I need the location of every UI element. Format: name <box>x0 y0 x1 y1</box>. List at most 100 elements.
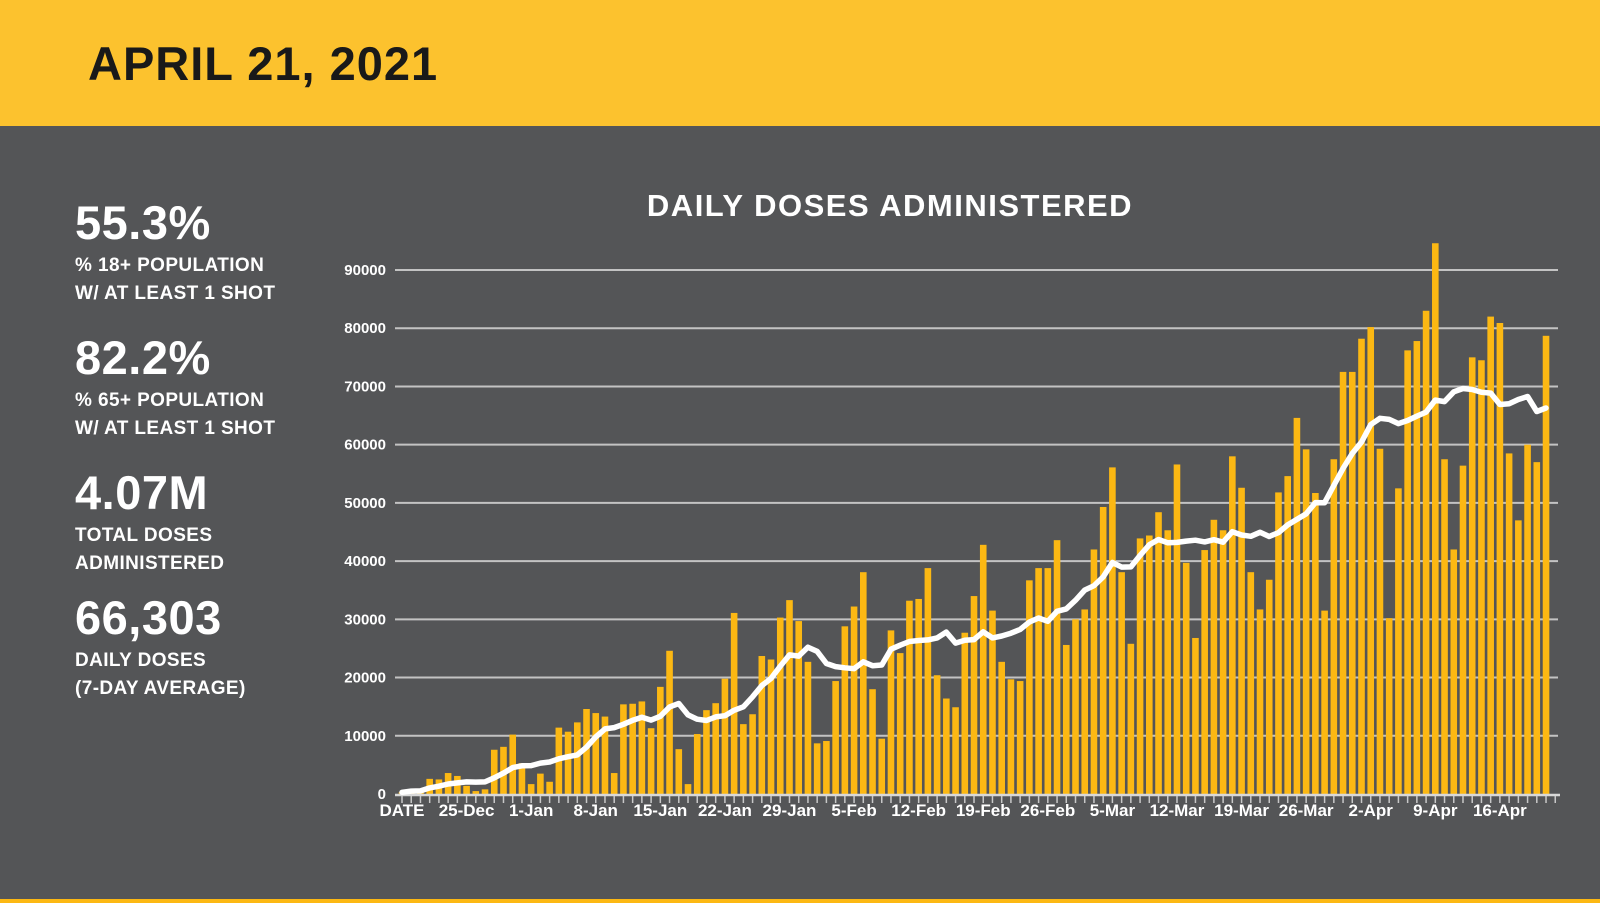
x-axis-tick-label: 12-Mar <box>1150 801 1205 820</box>
chart-bar <box>841 626 849 794</box>
chart-bar <box>979 544 987 794</box>
x-axis-tick-label: 25-Dec <box>439 801 495 820</box>
stat-label: % 18+ POPULATION W/ AT LEAST 1 SHOT <box>75 252 375 308</box>
chart-bar <box>740 724 747 794</box>
chart-bar <box>647 728 655 794</box>
chart-bar <box>1035 568 1042 794</box>
chart-bar <box>481 789 489 794</box>
chart-bar <box>592 713 600 794</box>
chart-bar <box>943 698 950 794</box>
chart-bar <box>730 612 738 794</box>
y-axis-tick-label: 20000 <box>344 670 386 687</box>
stat-value: 82.2% <box>75 331 211 384</box>
stat-18plus-population: 55.3% % 18+ POPULATION W/ AT LEAST 1 SHO… <box>75 199 375 308</box>
chart-bar <box>915 598 922 794</box>
chart-bar <box>1533 462 1541 794</box>
chart-bar <box>924 568 932 794</box>
chart-bar <box>463 785 470 794</box>
chart-bar <box>1441 459 1448 794</box>
chart-bar <box>537 773 544 794</box>
stat-label: TOTAL DOSES ADMINISTERED <box>75 522 375 578</box>
chart-bar <box>1395 488 1402 794</box>
y-axis-tick-label: 0 <box>378 786 386 803</box>
x-axis-tick-label: 9-Apr <box>1413 801 1458 820</box>
chart-bar <box>1081 609 1089 794</box>
chart-bar <box>693 734 701 794</box>
chart-bar <box>804 661 812 794</box>
seven-day-average-line <box>399 385 1549 796</box>
stat-label-line: % 18+ POPULATION <box>75 255 265 276</box>
chart-bar <box>1146 535 1153 794</box>
chart-bar <box>1542 335 1550 794</box>
chart-bar <box>813 743 821 794</box>
chart-bar <box>767 659 775 794</box>
chart-bar <box>1432 243 1439 795</box>
chart-bar <box>1210 519 1218 794</box>
chart-bar <box>1496 323 1504 794</box>
chart-bar <box>1312 493 1319 794</box>
chart-bar <box>1062 644 1070 794</box>
stat-value: 55.3% <box>75 196 211 249</box>
chart-bar <box>970 596 978 794</box>
x-axis-tick-label: 5-Mar <box>1090 801 1136 820</box>
stat-value: 66,303 <box>75 591 222 644</box>
chart-bar <box>1339 371 1347 794</box>
chart-bar <box>1099 506 1107 794</box>
stat-label-line: W/ AT LEAST 1 SHOT <box>75 283 276 304</box>
y-axis-tick-label: 30000 <box>344 611 386 628</box>
x-axis-tick-label: 22-Jan <box>698 801 752 820</box>
stat-label: % 65+ POPULATION W/ AT LEAST 1 SHOT <box>75 387 375 443</box>
chart-bar <box>703 710 710 794</box>
stat-label-line: % 65+ POPULATION <box>75 390 265 411</box>
chart-bar <box>1505 453 1513 794</box>
chart-bar <box>721 678 729 794</box>
chart-bar <box>776 617 784 794</box>
chart-bar <box>1192 637 1199 794</box>
chart-bar <box>1450 549 1458 794</box>
chart-bar <box>887 630 895 794</box>
chart-bar <box>1487 316 1494 794</box>
chart-bar <box>933 675 941 794</box>
chart-bar <box>1136 538 1144 794</box>
chart-bar <box>961 632 969 794</box>
chart-bar <box>1284 476 1291 794</box>
chart-bar <box>1293 417 1301 794</box>
chart-bar <box>1413 341 1421 794</box>
chart-bar <box>1155 512 1162 794</box>
chart-bar <box>832 681 839 794</box>
chart-bar <box>518 763 526 794</box>
stat-daily-doses-average: 66,303 DAILY DOSES (7-DAY AVERAGE) <box>75 594 375 703</box>
page-title: APRIL 21, 2021 <box>88 36 439 90</box>
chart-bar <box>1468 357 1476 794</box>
stat-label: DAILY DOSES (7-DAY AVERAGE) <box>75 647 375 703</box>
y-axis-tick-label: 90000 <box>344 262 386 279</box>
chart-bar <box>1173 464 1181 794</box>
chart-bar <box>583 708 590 794</box>
chart-bar <box>1026 580 1033 794</box>
chart-bar <box>1053 540 1061 794</box>
chart-bar <box>1127 643 1135 794</box>
y-axis-tick-label: 10000 <box>344 728 386 745</box>
x-axis-tick-label: 15-Jan <box>633 801 687 820</box>
chart-bar <box>1524 444 1531 794</box>
chart-bar <box>1385 618 1393 794</box>
chart-bar <box>952 707 959 794</box>
y-axis-tick-label: 80000 <box>344 320 386 337</box>
chart-bar <box>850 606 858 794</box>
chart-bar <box>1118 572 1125 794</box>
stat-total-doses: 4.07M TOTAL DOSES ADMINISTERED <box>75 469 375 578</box>
x-axis-tick-label: 2-Apr <box>1349 801 1394 820</box>
chart-bar <box>1302 449 1310 794</box>
chart-bar <box>786 600 793 794</box>
chart-bar <box>1109 467 1116 794</box>
chart-bar <box>823 741 830 794</box>
chart-bar <box>1247 572 1255 794</box>
x-axis-tick-label: 8-Jan <box>574 801 618 820</box>
chart-bar <box>712 703 719 794</box>
chart-bar <box>1275 492 1282 794</box>
chart-bar <box>1367 327 1375 794</box>
chart-bar <box>1330 459 1338 794</box>
stat-label-line: W/ AT LEAST 1 SHOT <box>75 418 276 439</box>
chart-bar <box>1515 520 1522 794</box>
stat-label-line: ADMINISTERED <box>75 553 225 574</box>
